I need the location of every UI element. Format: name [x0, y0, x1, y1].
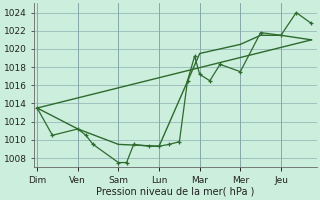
X-axis label: Pression niveau de la mer( hPa ): Pression niveau de la mer( hPa ): [96, 187, 254, 197]
